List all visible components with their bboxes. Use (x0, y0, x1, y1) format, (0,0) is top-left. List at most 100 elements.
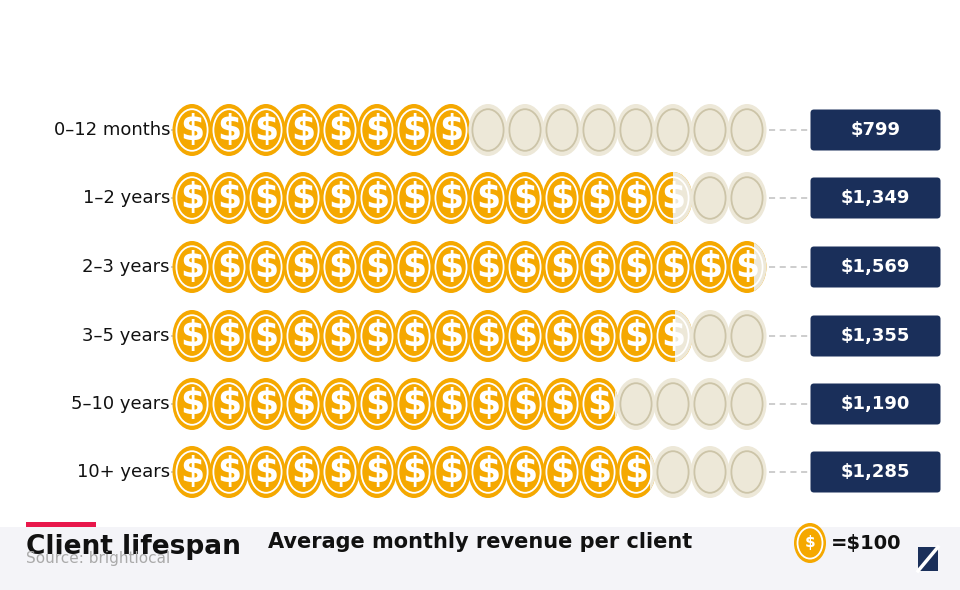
Ellipse shape (616, 104, 656, 156)
Ellipse shape (616, 446, 656, 498)
Text: $: $ (254, 113, 278, 147)
Ellipse shape (542, 310, 582, 362)
Text: $1,190: $1,190 (841, 395, 910, 413)
Ellipse shape (321, 446, 359, 498)
Text: $: $ (513, 181, 537, 215)
Ellipse shape (395, 104, 434, 156)
Text: $: $ (328, 319, 352, 353)
Ellipse shape (506, 241, 544, 293)
Ellipse shape (431, 172, 470, 224)
Text: $1,349: $1,349 (841, 189, 910, 207)
Ellipse shape (357, 310, 396, 362)
Ellipse shape (728, 310, 766, 362)
Text: $: $ (291, 181, 315, 215)
Ellipse shape (580, 378, 618, 430)
Text: $: $ (217, 455, 241, 489)
Ellipse shape (247, 104, 285, 156)
Ellipse shape (283, 241, 323, 293)
Ellipse shape (794, 523, 826, 563)
Text: $: $ (402, 455, 426, 489)
Bar (755, 240, 767, 294)
Ellipse shape (690, 241, 730, 293)
Text: $: $ (365, 250, 389, 284)
Text: 10+ years: 10+ years (77, 463, 170, 481)
Ellipse shape (321, 172, 359, 224)
Ellipse shape (728, 104, 766, 156)
Ellipse shape (357, 378, 396, 430)
Bar (675, 309, 693, 363)
Ellipse shape (542, 172, 582, 224)
Text: $: $ (328, 113, 352, 147)
Text: $: $ (365, 319, 389, 353)
Text: $: $ (660, 181, 685, 215)
Ellipse shape (395, 241, 434, 293)
Text: $: $ (624, 250, 648, 284)
Ellipse shape (654, 310, 692, 362)
Ellipse shape (654, 446, 692, 498)
Ellipse shape (283, 172, 323, 224)
Text: $: $ (328, 387, 352, 421)
Ellipse shape (395, 172, 434, 224)
FancyBboxPatch shape (810, 316, 941, 356)
Ellipse shape (690, 104, 730, 156)
Text: $: $ (180, 455, 204, 489)
Ellipse shape (468, 446, 508, 498)
Text: $: $ (180, 113, 204, 147)
Text: $: $ (660, 250, 685, 284)
Text: $: $ (476, 455, 500, 489)
Ellipse shape (468, 378, 508, 430)
Text: $: $ (402, 387, 426, 421)
Ellipse shape (728, 378, 766, 430)
Text: $1,355: $1,355 (841, 327, 910, 345)
FancyBboxPatch shape (810, 178, 941, 218)
Ellipse shape (616, 310, 656, 362)
Text: $: $ (735, 250, 759, 284)
Text: Client lifespan: Client lifespan (26, 534, 241, 560)
Text: $: $ (550, 181, 574, 215)
Ellipse shape (506, 310, 544, 362)
Ellipse shape (321, 310, 359, 362)
Bar (26, 522, 96, 527)
Ellipse shape (283, 446, 323, 498)
Text: $: $ (587, 387, 612, 421)
Text: $: $ (439, 319, 463, 353)
Ellipse shape (209, 378, 249, 430)
Text: Source: brightlocal: Source: brightlocal (26, 552, 170, 566)
Text: Average monthly revenue per client: Average monthly revenue per client (268, 532, 692, 552)
Ellipse shape (506, 104, 544, 156)
Ellipse shape (616, 241, 656, 293)
FancyBboxPatch shape (810, 451, 941, 493)
Ellipse shape (431, 104, 470, 156)
Text: $: $ (513, 387, 537, 421)
Ellipse shape (542, 241, 582, 293)
Text: $: $ (365, 181, 389, 215)
Text: $: $ (476, 181, 500, 215)
Text: $: $ (624, 181, 648, 215)
Ellipse shape (357, 104, 396, 156)
Ellipse shape (506, 446, 544, 498)
Ellipse shape (654, 104, 692, 156)
Ellipse shape (654, 172, 692, 224)
Text: $: $ (513, 250, 537, 284)
Text: $: $ (180, 319, 204, 353)
Bar (650, 445, 657, 499)
Text: $: $ (513, 455, 537, 489)
Text: $: $ (624, 319, 648, 353)
Ellipse shape (616, 172, 656, 224)
Ellipse shape (173, 172, 211, 224)
FancyBboxPatch shape (810, 384, 941, 424)
Ellipse shape (580, 310, 618, 362)
Ellipse shape (468, 104, 508, 156)
Ellipse shape (173, 378, 211, 430)
Ellipse shape (431, 310, 470, 362)
Text: $: $ (180, 250, 204, 284)
Ellipse shape (321, 378, 359, 430)
Ellipse shape (616, 378, 656, 430)
Ellipse shape (209, 310, 249, 362)
Text: $: $ (513, 319, 537, 353)
Ellipse shape (468, 310, 508, 362)
Ellipse shape (209, 241, 249, 293)
Ellipse shape (728, 241, 766, 293)
Text: $: $ (698, 250, 722, 284)
Ellipse shape (247, 378, 285, 430)
